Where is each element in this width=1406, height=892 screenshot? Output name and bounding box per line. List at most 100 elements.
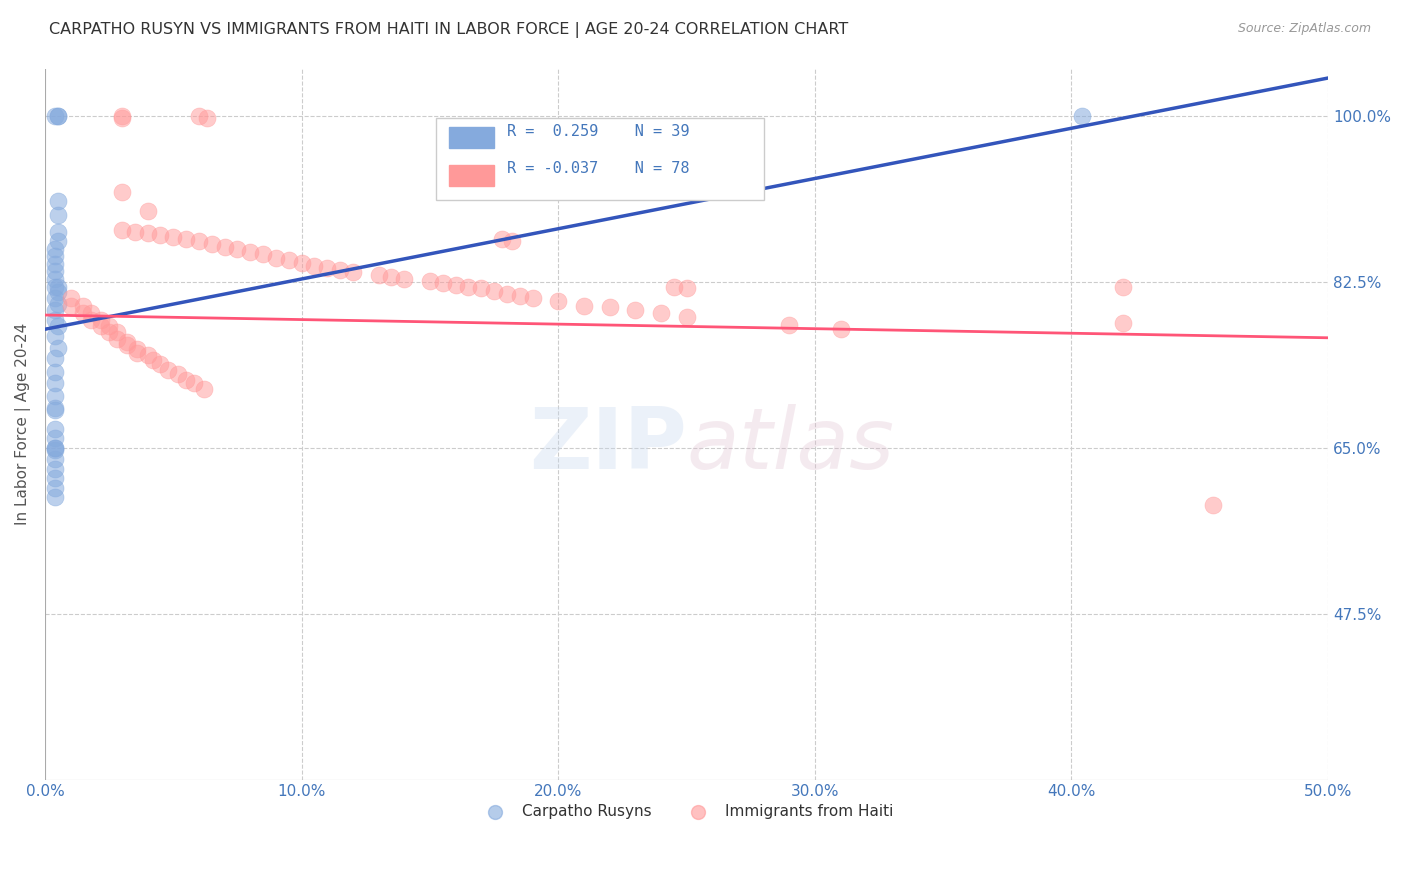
Point [201, 236, 224, 251]
Point [111, 109, 134, 123]
Point [174, 232, 197, 246]
Point [44, 402, 66, 417]
Point [127, 346, 149, 360]
Point [183, 376, 205, 391]
Point [457, 279, 479, 293]
Point [778, 318, 800, 332]
Point [90, 312, 112, 326]
Point [136, 203, 159, 218]
Point [98, 319, 121, 334]
Point [149, 228, 172, 243]
Point [44, 471, 66, 485]
Text: ZIP: ZIP [529, 404, 686, 487]
Point [239, 245, 262, 260]
Y-axis label: In Labor Force | Age 20-24: In Labor Force | Age 20-24 [15, 323, 31, 525]
Point [1343, 308, 1365, 322]
Point [44, 461, 66, 475]
Point [342, 265, 364, 279]
Point [1112, 279, 1135, 293]
Point [329, 262, 352, 277]
Point [46, 209, 69, 223]
Point [1201, 498, 1223, 512]
Point [491, 232, 513, 246]
Point [599, 301, 621, 315]
Point [44, 109, 66, 123]
Point [46, 109, 69, 123]
Point [44, 242, 66, 256]
Point [572, 299, 595, 313]
Point [167, 367, 190, 381]
FancyBboxPatch shape [449, 164, 494, 186]
Point [830, 322, 852, 336]
Point [547, 293, 569, 308]
Point [46, 285, 69, 300]
Point [277, 253, 299, 268]
Point [44, 264, 66, 278]
Point [111, 111, 134, 125]
Point [380, 270, 402, 285]
Point [105, 325, 128, 339]
Point [495, 287, 517, 301]
Point [419, 274, 441, 288]
Point [392, 272, 415, 286]
Point [226, 242, 249, 256]
Point [46, 234, 69, 248]
Point [187, 234, 209, 248]
Point [1070, 109, 1092, 123]
Point [136, 348, 159, 362]
Text: R =  0.259    N = 39: R = 0.259 N = 39 [506, 124, 689, 138]
Point [501, 234, 523, 248]
Point [162, 230, 184, 244]
Point [111, 185, 134, 199]
Point [111, 223, 134, 237]
Point [675, 281, 697, 295]
Point [195, 111, 218, 125]
Text: CARPATHO RUSYN VS IMMIGRANTS FROM HAITI IN LABOR FORCE | AGE 20-24 CORRELATION C: CARPATHO RUSYN VS IMMIGRANTS FROM HAITI … [49, 22, 848, 38]
Point [80, 306, 103, 320]
Point [80, 312, 103, 326]
Point [46, 109, 69, 123]
Point [46, 341, 69, 355]
Point [470, 281, 492, 295]
Text: R = -0.037    N = 78: R = -0.037 N = 78 [506, 161, 689, 176]
Point [193, 382, 215, 396]
Text: Source: ZipAtlas.com: Source: ZipAtlas.com [1237, 22, 1371, 36]
Point [90, 319, 112, 334]
Point [98, 325, 121, 339]
Point [44, 452, 66, 467]
Point [105, 332, 128, 346]
Point [290, 256, 312, 270]
Point [44, 389, 66, 403]
Point [44, 431, 66, 445]
Point [367, 268, 389, 283]
Point [522, 291, 544, 305]
FancyBboxPatch shape [436, 119, 763, 200]
Point [44, 272, 66, 286]
Point [44, 441, 66, 455]
FancyBboxPatch shape [449, 127, 494, 148]
Point [44, 376, 66, 391]
Point [44, 422, 66, 436]
Point [115, 334, 138, 349]
Point [44, 329, 66, 343]
Point [136, 227, 159, 241]
Point [1112, 316, 1135, 330]
Point [509, 289, 531, 303]
Point [482, 285, 505, 299]
Point [59, 299, 82, 313]
Point [44, 401, 66, 415]
Point [149, 357, 172, 371]
Point [46, 319, 69, 334]
Point [142, 352, 165, 367]
Point [252, 247, 274, 261]
Point [44, 249, 66, 263]
Point [444, 277, 467, 292]
Point [44, 365, 66, 379]
Point [264, 251, 287, 265]
Point [650, 306, 672, 320]
Point [304, 259, 326, 273]
Point [157, 363, 180, 377]
Point [59, 291, 82, 305]
Point [46, 225, 69, 239]
Point [72, 306, 94, 320]
